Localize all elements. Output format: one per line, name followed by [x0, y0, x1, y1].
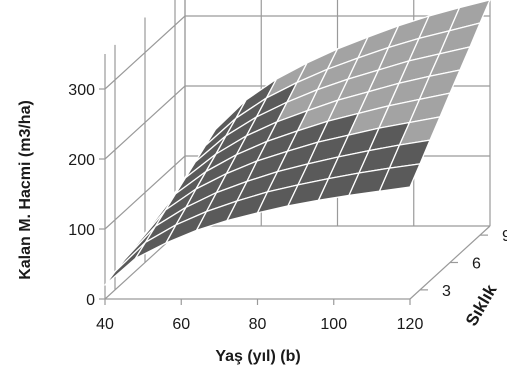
surface-cell — [378, 163, 421, 192]
y-axis-title: Kalan M. Hacmi (m3/ha) — [17, 100, 34, 280]
y-tick-label-300: 300 — [68, 82, 95, 99]
y-tick-label-100: 100 — [68, 222, 95, 239]
y-tick-label-200: 200 — [68, 152, 95, 169]
z-tick-label-6: 6 — [472, 256, 481, 273]
z-tick-label-3: 3 — [442, 283, 451, 300]
x-tick-label-120: 120 — [397, 316, 424, 333]
z-tick-label-9: 9 — [502, 228, 507, 245]
x-tick-label-40: 40 — [96, 316, 114, 333]
x-axis-title: Yaş (yıl) (b) — [215, 348, 300, 365]
depth-axis-title: Sıklık — [462, 281, 501, 329]
surface-cell — [104, 241, 147, 286]
y-tick-label-0: 0 — [86, 292, 95, 309]
surface-plot — [104, 0, 491, 286]
x-tick-label-100: 100 — [320, 316, 347, 333]
x-tick-label-60: 60 — [172, 316, 190, 333]
x-tick-label-80: 80 — [249, 316, 267, 333]
tick-labels: 0 100 200 300 40 60 80 100 120 3 6 9 — [68, 82, 507, 333]
